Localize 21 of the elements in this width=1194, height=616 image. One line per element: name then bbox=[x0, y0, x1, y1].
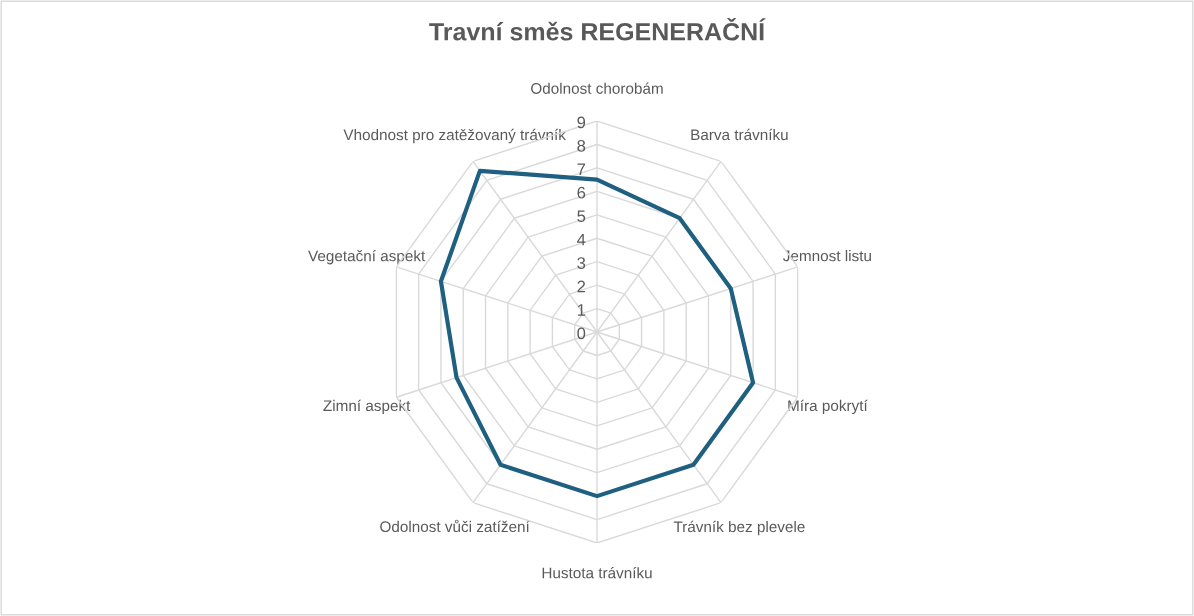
spoke-label: Vegetační aspekt bbox=[308, 249, 426, 265]
y-tick-label: 0 bbox=[577, 327, 586, 340]
y-tick-label: 8 bbox=[577, 139, 586, 152]
y-tick-label: 7 bbox=[577, 163, 586, 176]
y-tick-label: 1 bbox=[577, 304, 586, 316]
y-tick-label: 9 bbox=[577, 116, 586, 129]
spoke-label: Trávník bez plevele bbox=[673, 520, 805, 536]
y-tick-label: 3 bbox=[577, 257, 586, 269]
spoke-label: Zimní aspekt bbox=[323, 399, 411, 415]
y-tick-label: 4 bbox=[577, 233, 586, 246]
spoke-label: Míra pokrytí bbox=[788, 399, 868, 415]
spoke-label: Hustota trávníku bbox=[542, 566, 652, 579]
spoke-label: Vhodnost pro zatěžovaný trávník bbox=[343, 128, 566, 144]
y-tick-label: 2 bbox=[577, 280, 586, 293]
y-tick-label: 6 bbox=[577, 186, 586, 199]
spoke-label: Odolnost vůči zatížení bbox=[380, 519, 530, 533]
chart-title: Travní směs REGENERAČNÍ bbox=[429, 17, 766, 41]
y-tick-label: 5 bbox=[577, 210, 586, 223]
spoke-label: Barva trávníku bbox=[691, 128, 788, 141]
spoke-label: Odolnost chorobám bbox=[531, 82, 663, 94]
spoke-label: Jemnost listu bbox=[783, 250, 871, 262]
